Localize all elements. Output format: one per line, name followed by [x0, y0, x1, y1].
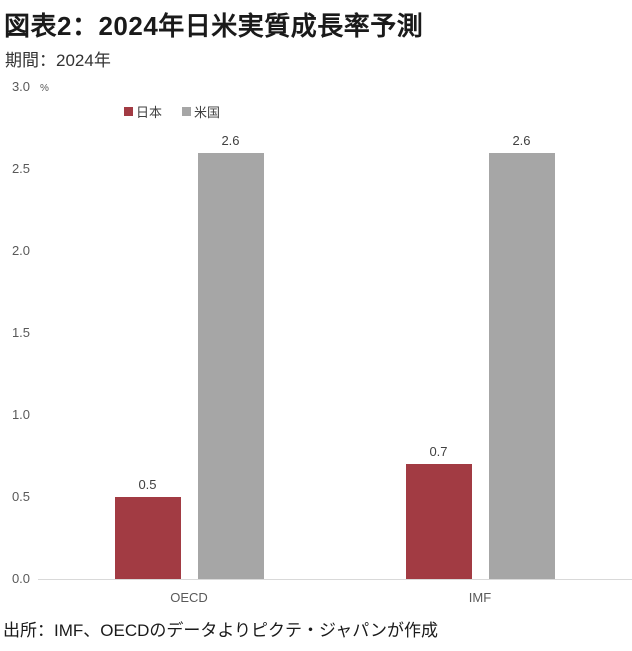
- chart-title: 図表2：2024年日米実質成長率予測: [4, 11, 424, 41]
- y-tick-label: 2.5: [11, 161, 31, 176]
- y-tick-label: 1.5: [11, 325, 31, 340]
- bar-value-label: 0.5: [138, 477, 157, 492]
- legend-item: 日本: [124, 102, 162, 121]
- y-tick-label: 2.0: [11, 243, 31, 258]
- legend-label: 日本: [136, 105, 163, 120]
- x-axis-line: [38, 579, 632, 580]
- y-axis-unit-label: %: [40, 83, 49, 94]
- chart-subtitle: 期間：2024年: [5, 51, 111, 70]
- x-category-label: IMF: [468, 590, 492, 605]
- legend-item: 米国: [182, 102, 220, 121]
- bar-imf-us: [488, 152, 555, 579]
- y-tick-label: 0.5: [11, 489, 31, 504]
- bar-value-label: 2.6: [221, 132, 240, 148]
- bar-oecd-japan: [114, 497, 181, 579]
- chart-legend: 日本 米国: [124, 102, 220, 121]
- y-tick-label: 3.0: [11, 79, 31, 94]
- bar-value-label: 2.6: [512, 132, 531, 148]
- legend-label: 米国: [194, 105, 221, 120]
- y-tick-label: 1.0: [11, 407, 31, 422]
- x-category-label: OECD: [170, 590, 208, 605]
- y-tick-label: 0.0: [11, 571, 31, 586]
- bar-oecd-us: [197, 152, 264, 579]
- legend-swatch-icon: [182, 107, 192, 116]
- source-note: 出所：IMF、OECDのデータよりピクテ・ジャパンが作成: [3, 621, 439, 640]
- bar-imf-japan: [405, 464, 472, 579]
- bar-value-label: 0.7: [429, 444, 448, 460]
- legend-swatch-icon: [124, 107, 133, 116]
